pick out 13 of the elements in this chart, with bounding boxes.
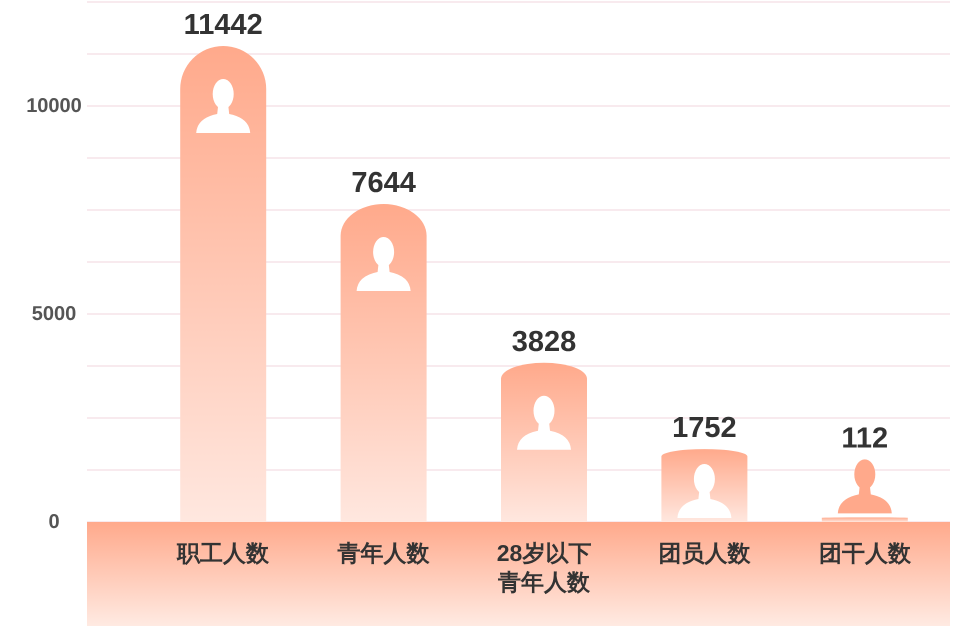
x-tick-label: 职工人数	[177, 540, 270, 566]
x-tick-label: 青年人数	[338, 540, 430, 566]
x-tick-label: 28岁以下青年人数	[496, 540, 592, 595]
data-label: 112	[841, 422, 888, 454]
x-tick-label: 团员人数	[658, 540, 750, 566]
data-label: 3828	[512, 326, 576, 358]
x-tick-label: 团干人数	[818, 540, 911, 566]
data-label: 11442	[184, 9, 263, 42]
data-label: 7644	[351, 167, 416, 199]
y-tick-label: 5000	[32, 303, 76, 325]
y-tick-label: 10000	[26, 95, 82, 117]
data-label: 1752	[672, 412, 737, 444]
y-tick-label: 0	[48, 511, 60, 533]
